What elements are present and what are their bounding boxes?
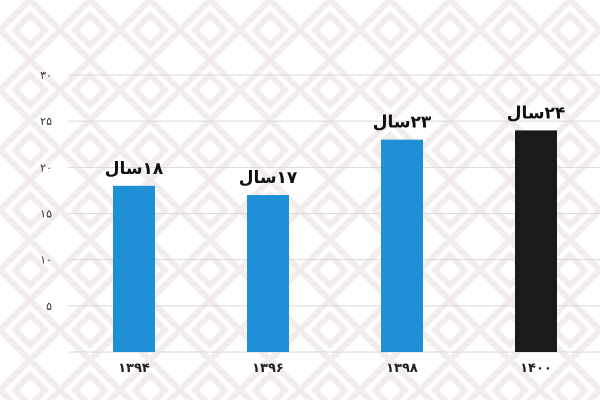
data-label: ۲۴سال [507, 103, 566, 123]
category-label: ۱۳۹۶ [252, 361, 284, 376]
bars [113, 130, 557, 352]
category-label: ۱۳۹۴ [118, 361, 150, 376]
bar [247, 195, 289, 352]
category-label: ۱۴۰۰ [520, 361, 552, 376]
x-axis-categories: ۱۳۹۴ ۱۳۹۶ ۱۳۹۸ ۱۴۰۰ [118, 361, 552, 376]
y-tick-label: ۵ [46, 300, 52, 313]
gridlines [68, 74, 600, 353]
bar [113, 185, 155, 352]
y-tick-label: ۱۵ [40, 208, 52, 221]
data-label: ۲۳سال [373, 113, 432, 133]
category-label: ۱۳۹۸ [386, 361, 418, 376]
y-tick-label: ۲۵ [40, 115, 52, 128]
data-labels: ۱۸سال ۱۷سال ۲۳سال ۲۴سال [105, 103, 566, 188]
y-axis-ticks: ۵ ۱۰ ۱۵ ۲۰ ۲۵ ۳۰ [40, 69, 52, 313]
data-label: ۱۷سال [239, 168, 298, 188]
y-tick-label: ۲۰ [40, 161, 52, 174]
bar [381, 139, 423, 352]
y-tick-label: ۳۰ [40, 69, 52, 82]
bar [515, 130, 557, 352]
y-tick-label: ۱۰ [40, 254, 52, 267]
data-label: ۱۸سال [105, 159, 164, 179]
